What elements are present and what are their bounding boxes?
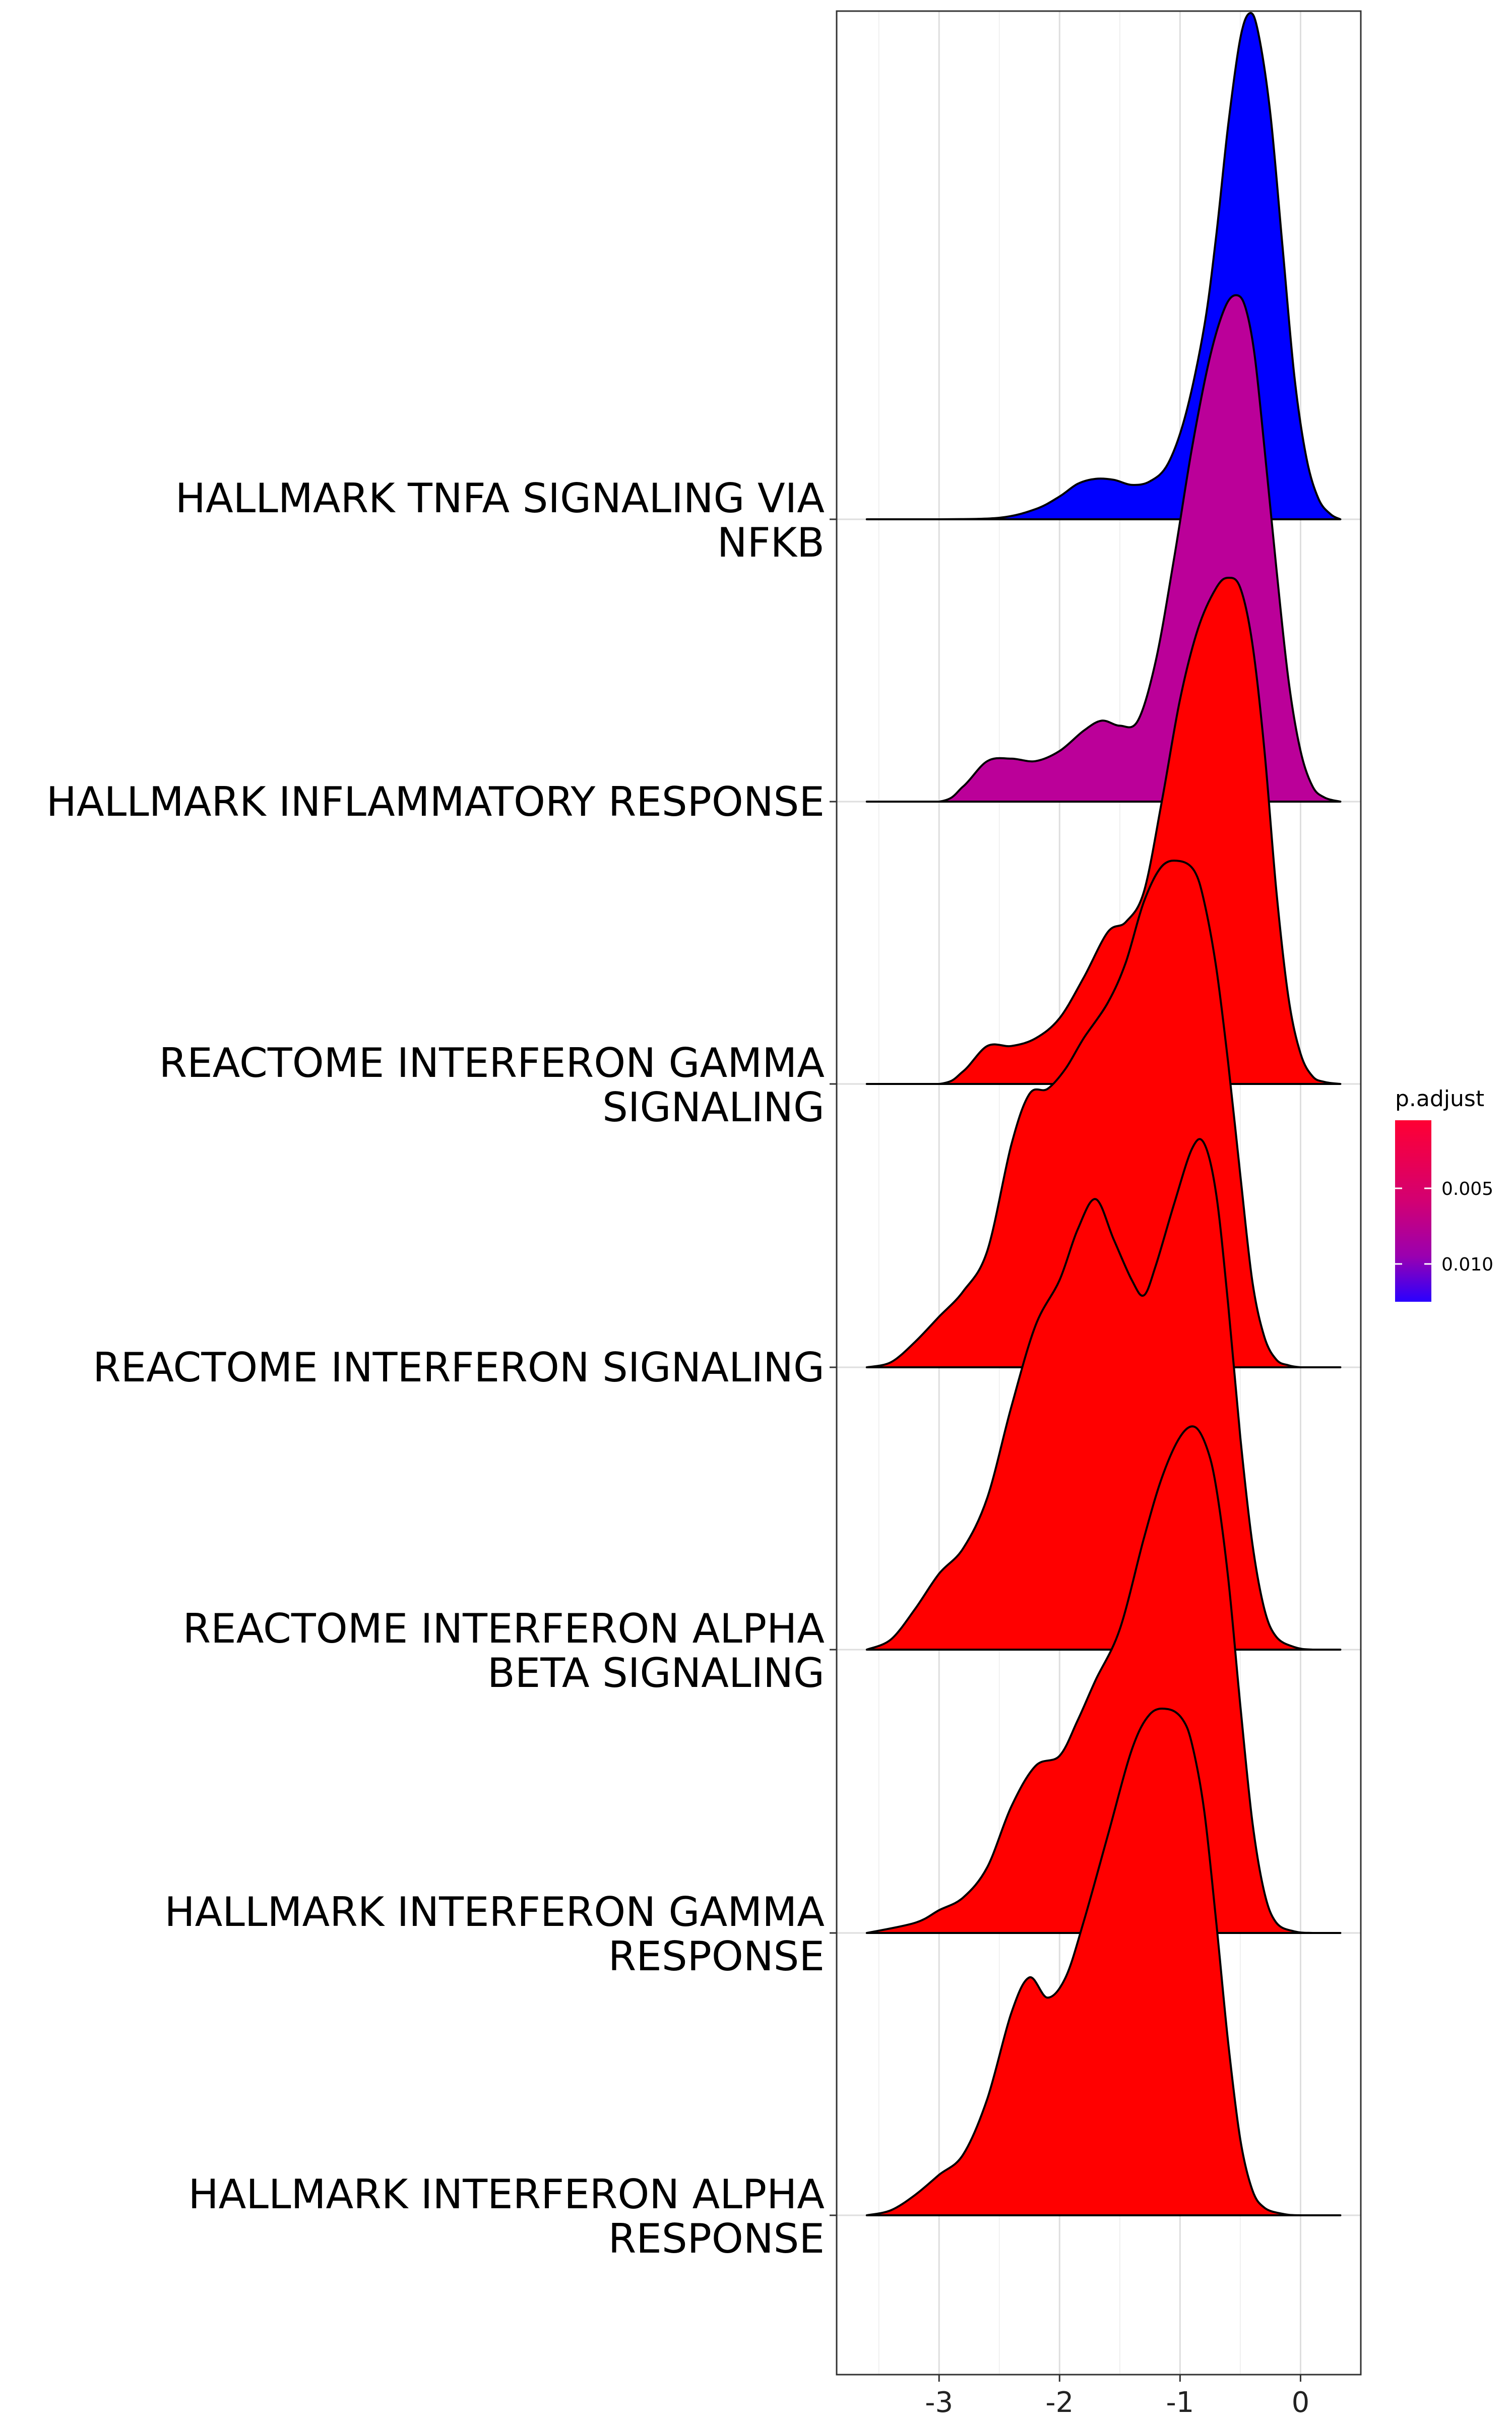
y-tick-label: HALLMARK INTERFERON ALPHA xyxy=(188,2171,825,2218)
y-tick-label: NFKB xyxy=(717,519,825,566)
legend-tick-label: 0.010 xyxy=(1441,1254,1493,1275)
ridge-3 xyxy=(865,576,1342,1085)
y-tick-label: SIGNALING xyxy=(602,1084,825,1131)
color-legend: p.adjust 0.005 0.010 xyxy=(1395,1086,1493,1302)
y-tick-label: HALLMARK TNFA SIGNALING VIA xyxy=(175,475,825,522)
y-tick-label: HALLMARK INTERFERON GAMMA xyxy=(164,1889,825,1935)
x-tick-label: -1 xyxy=(1166,2386,1194,2419)
y-tick-label: RESPONSE xyxy=(608,2215,825,2262)
plot-border xyxy=(836,10,1362,2376)
ridges xyxy=(865,12,1342,2217)
legend-colorbar xyxy=(1395,1120,1431,1302)
y-tick-label: BETA SIGNALING xyxy=(487,1650,825,1697)
legend-title: p.adjust xyxy=(1395,1086,1484,1112)
y-tick-label: REACTOME INTERFERON SIGNALING xyxy=(93,1344,825,1391)
legend-ticks: 0.005 0.010 xyxy=(1395,1179,1493,1275)
ridge-6 xyxy=(865,1425,1342,1934)
legend-tick-label: 0.005 xyxy=(1441,1179,1493,1199)
ridge-7 xyxy=(865,1707,1342,2217)
y-tick-label: REACTOME INTERFERON GAMMA xyxy=(159,1040,825,1086)
y-tick-label: REACTOME INTERFERON ALPHA xyxy=(183,1605,825,1652)
x-tick-label: 0 xyxy=(1292,2386,1310,2419)
x-axis: -3 -2 -1 0 xyxy=(925,2375,1309,2419)
y-tick-label: RESPONSE xyxy=(608,1933,825,1980)
y-tick-label: HALLMARK INFLAMMATORY RESPONSE xyxy=(46,778,825,825)
x-tick-label: -2 xyxy=(1045,2386,1074,2419)
x-tick-label: -3 xyxy=(925,2386,953,2419)
